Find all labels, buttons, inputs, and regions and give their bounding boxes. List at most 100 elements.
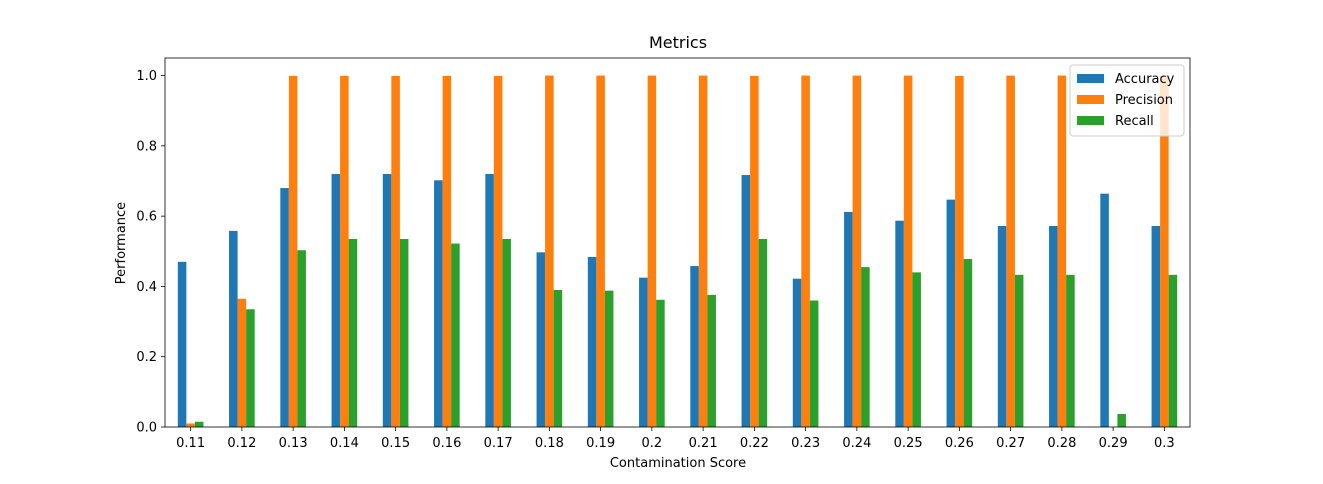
bar-recall-0.11	[194, 421, 204, 427]
legend-swatch-recall	[1077, 116, 1104, 125]
bar-accuracy-0.11	[177, 261, 187, 427]
x-tick-label: 0.16	[432, 436, 461, 451]
x-tick-label: 0.25	[894, 436, 923, 451]
bar-accuracy-0.26	[946, 199, 956, 427]
x-tick-label: 0.19	[586, 436, 615, 451]
bar-accuracy-0.28	[1049, 225, 1058, 427]
bar-precision-0.28	[1057, 75, 1067, 427]
bar-recall-0.28	[1066, 274, 1075, 427]
legend-label-recall: Recall	[1115, 114, 1154, 129]
x-tick-label: 0.29	[1099, 436, 1128, 451]
bar-precision-0.17	[493, 75, 503, 428]
bar-precision-0.26	[955, 75, 964, 428]
bar-accuracy-0.27	[997, 225, 1007, 427]
x-tick-label: 0.14	[330, 436, 359, 451]
bar-accuracy-0.21	[690, 266, 699, 427]
bar-recall-0.29	[1117, 414, 1126, 427]
bar-accuracy-0.17	[485, 173, 494, 427]
legend-label-precision: Precision	[1115, 93, 1173, 108]
bar-precision-0.18	[545, 75, 554, 427]
bar-recall-0.3	[1168, 274, 1178, 427]
x-tick-label: 0.26	[945, 436, 974, 451]
bar-accuracy-0.22	[741, 175, 751, 427]
bar-accuracy-0.25	[895, 220, 904, 427]
x-tick-label: 0.2	[642, 436, 663, 451]
x-tick-label: 0.28	[1047, 436, 1076, 451]
x-tick-label: 0.18	[535, 436, 564, 451]
bar-precision-0.14	[340, 75, 349, 428]
legend: Accuracy Precision Recall	[1069, 64, 1185, 137]
bar-accuracy-0.3	[1151, 225, 1161, 427]
y-tick-label: 0.6	[136, 210, 157, 225]
bar-recall-0.25	[912, 272, 921, 427]
legend-swatch-precision	[1077, 95, 1104, 104]
x-tick-label: 0.15	[381, 436, 410, 451]
bar-recall-0.14	[348, 238, 358, 427]
bar-accuracy-0.23	[792, 278, 802, 427]
bar-accuracy-0.13	[280, 188, 289, 427]
bar-recall-0.24	[861, 267, 870, 427]
bar-precision-0.3	[1160, 75, 1169, 427]
bar-accuracy-0.24	[844, 211, 853, 427]
bar-precision-0.27	[1006, 75, 1015, 427]
bar-recall-0.19	[604, 290, 614, 427]
x-tick-label: 0.11	[176, 436, 205, 451]
chart-title: Metrics	[649, 33, 707, 52]
legend-swatch-accuracy	[1077, 74, 1104, 83]
bar-recall-0.27	[1014, 274, 1024, 427]
bar-recall-0.15	[399, 238, 409, 427]
bar-accuracy-0.19	[587, 256, 597, 427]
x-tick-label: 0.22	[740, 436, 769, 451]
bar-accuracy-0.16	[434, 180, 443, 427]
bar-precision-0.11	[186, 423, 195, 427]
y-tick-label: 0.4	[136, 280, 157, 295]
bar-precision-0.2	[647, 75, 657, 427]
x-tick-label: 0.24	[842, 436, 871, 451]
x-tick-label: 0.23	[791, 436, 820, 451]
bar-precision-0.23	[801, 75, 810, 427]
plot-frame	[164, 57, 1191, 428]
y-tick-label: 0.8	[136, 139, 157, 154]
x-tick-label: 0.27	[996, 436, 1025, 451]
x-tick-label: 0.17	[484, 436, 513, 451]
x-tick-label: 0.13	[279, 436, 308, 451]
bar-recall-0.26	[963, 259, 973, 427]
bar-precision-0.21	[698, 75, 708, 427]
x-tick-label: 0.21	[689, 436, 718, 451]
bar-recall-0.18	[553, 289, 563, 427]
bar-recall-0.16	[451, 243, 460, 427]
bar-precision-0.22	[750, 75, 759, 428]
bar-precision-0.13	[288, 75, 298, 428]
bar-accuracy-0.18	[536, 252, 546, 427]
bar-recall-0.12	[246, 309, 255, 427]
bar-precision-0.15	[391, 75, 400, 428]
bar-recall-0.21	[707, 294, 716, 427]
bar-accuracy-0.29	[1100, 193, 1109, 427]
x-axis-title: Contamination Score	[610, 456, 746, 471]
x-tick-label: 0.12	[227, 436, 256, 451]
bar-precision-0.24	[852, 75, 862, 427]
axes-group: 0.11 0.12 0.13 0.14 0.15 0.16 0.17 0.18 0.19 0.2 0…	[136, 57, 1191, 451]
bar-accuracy-0.12	[229, 230, 238, 427]
y-axis-title: Performance	[114, 202, 129, 284]
y-tick-label: 0.0	[136, 421, 157, 436]
y-tick-label: 0.2	[136, 350, 157, 365]
bar-precision-0.16	[442, 75, 452, 428]
bar-recall-0.13	[297, 250, 306, 427]
bar-precision-0.19	[596, 75, 605, 427]
bar-recall-0.23	[809, 300, 819, 427]
bar-accuracy-0.15	[382, 173, 392, 427]
bar-precision-0.25	[903, 75, 913, 427]
bar-recall-0.17	[502, 238, 511, 427]
bar-recall-0.2	[656, 299, 665, 427]
bar-precision-0.12	[237, 298, 247, 427]
bar-accuracy-0.2	[639, 277, 648, 427]
bar-accuracy-0.14	[331, 173, 341, 427]
y-tick-label: 1.0	[136, 69, 157, 84]
legend-label-accuracy: Accuracy	[1115, 72, 1175, 87]
bar-recall-0.22	[758, 238, 768, 427]
bars-group	[177, 75, 1178, 428]
x-tick-label: 0.3	[1154, 436, 1175, 451]
